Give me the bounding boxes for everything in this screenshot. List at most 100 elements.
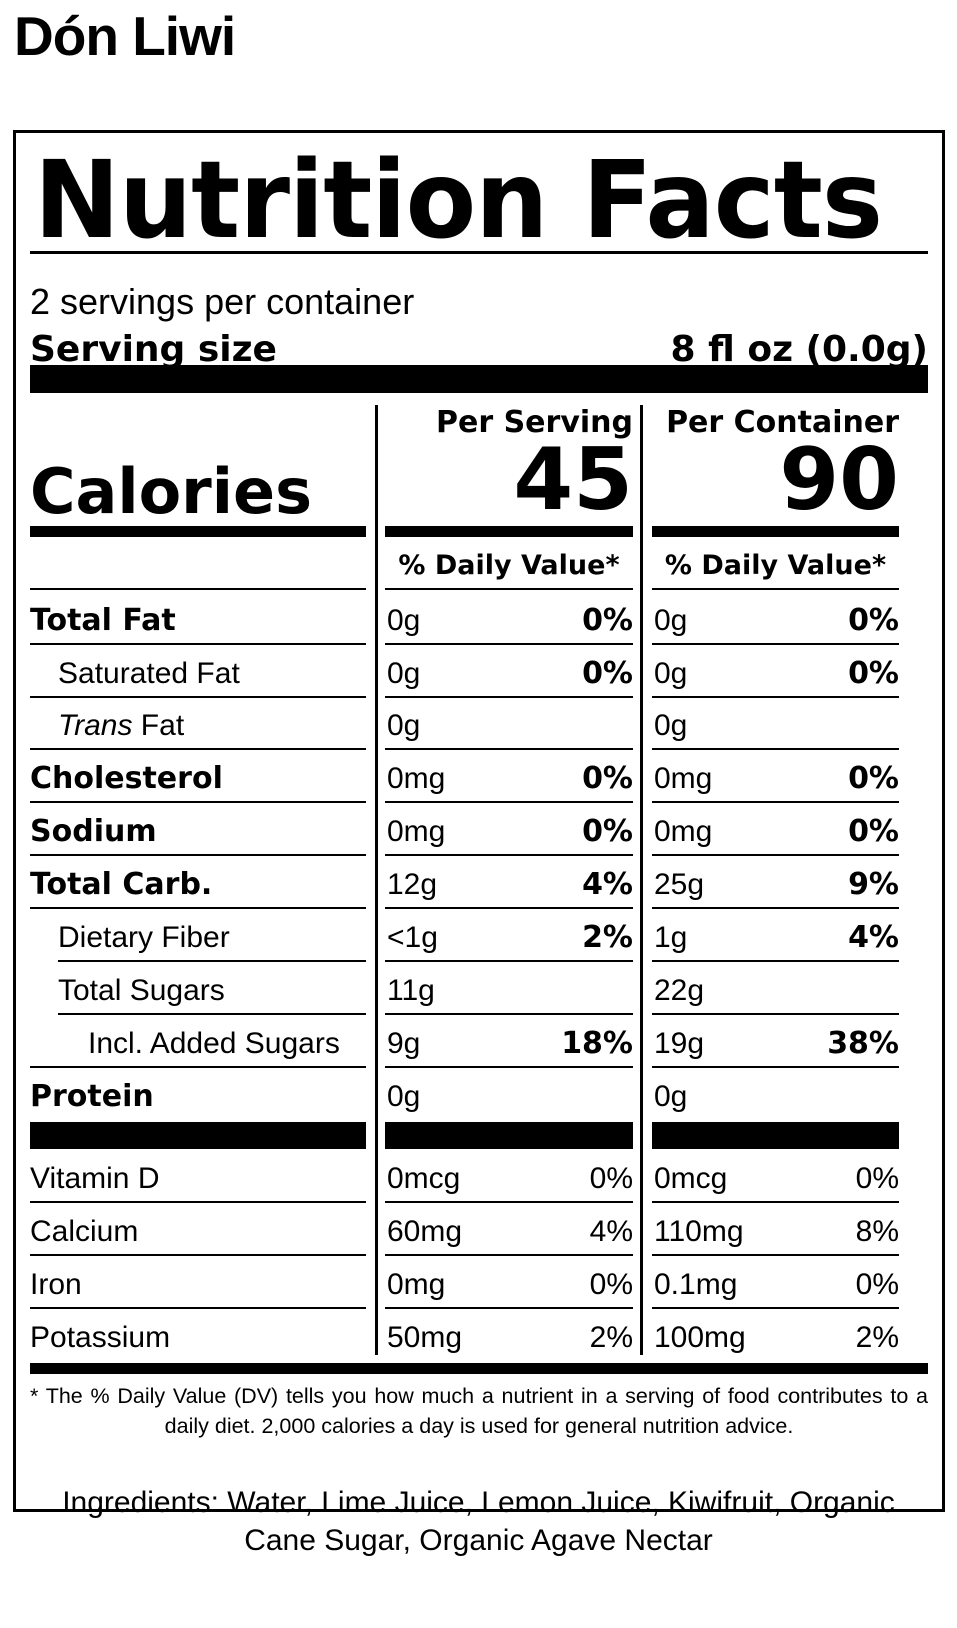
row-rule <box>652 1013 899 1015</box>
container-daily-value: 2% <box>855 1321 899 1354</box>
container-amount: 0.1mg <box>654 1268 738 1301</box>
nutrient-label-italic: Trans <box>58 709 133 742</box>
nutrient-label-text: Total Carb. <box>30 867 213 902</box>
nutrient-label: Incl. Added Sugars <box>88 1029 340 1059</box>
serving-amount: 0mg <box>387 1268 446 1301</box>
row-rule <box>30 1254 366 1256</box>
row-rule <box>385 854 633 856</box>
row-rule <box>652 907 899 909</box>
container-amount: 110mg <box>654 1215 744 1248</box>
serving-amount: 9g <box>387 1027 421 1060</box>
row-rule <box>652 1254 899 1256</box>
row-rule <box>385 801 633 803</box>
row-rule <box>652 960 899 962</box>
container-daily-value: 4% <box>848 920 899 955</box>
nutrient-label: Protein <box>30 1082 154 1112</box>
container-amount: 0mg <box>654 815 713 848</box>
nutrient-label-text: Potassium <box>30 1321 171 1354</box>
container-daily-value: 38% <box>827 1026 899 1061</box>
brand-name: Dón Liwi <box>14 5 236 67</box>
container-daily-value: 0% <box>848 814 899 849</box>
container-daily-value: 0% <box>848 603 899 638</box>
nutrient-label-text: Fat <box>132 709 185 742</box>
vitamin-thick-rule-label <box>30 1122 366 1149</box>
nutrition-facts-title: Nutrition Facts <box>34 139 883 263</box>
calories-rule-label <box>30 526 366 537</box>
nutrient-label-text: Vitamin D <box>30 1162 160 1195</box>
nutrient-label-text: Total Sugars <box>58 974 225 1007</box>
row-rule <box>30 1201 366 1203</box>
serving-amount: 0g <box>387 709 421 742</box>
row-rule <box>385 907 633 909</box>
serving-daily-value: 4% <box>589 1215 633 1248</box>
nutrient-label: Cholesterol <box>30 764 223 794</box>
row-rule <box>30 643 366 645</box>
per-container-heading: Per Container <box>666 405 899 440</box>
ingredients-list: Ingredients: Water, Lime Juice, Lemon Ju… <box>62 1486 895 1557</box>
row-rule <box>652 643 899 645</box>
row-rule <box>652 1066 899 1068</box>
daily-value-footnote: * The % Daily Value (DV) tells you how m… <box>30 1384 928 1438</box>
container-amount: 0mg <box>654 762 713 795</box>
row-rule <box>385 960 633 962</box>
nutrient-label: Iron <box>30 1270 82 1300</box>
row-rule <box>652 1307 899 1309</box>
nutrient-label-text: Protein <box>30 1079 154 1114</box>
column-divider-right <box>640 405 643 1355</box>
nutrient-label-text: Iron <box>30 1268 82 1301</box>
container-amount: 19g <box>654 1027 705 1060</box>
serving-daily-value: 0% <box>589 1162 633 1195</box>
row-rule <box>30 588 366 590</box>
daily-value-heading-serving: % Daily Value* <box>398 550 620 581</box>
row-rule <box>385 1066 633 1068</box>
serving-amount: 0g <box>387 1080 421 1113</box>
row-rule <box>30 748 366 750</box>
nutrient-label-text: Incl. Added Sugars <box>88 1027 340 1060</box>
serving-size-label: Serving size <box>30 329 277 370</box>
column-divider-left <box>375 405 378 1355</box>
nutrient-label: Calcium <box>30 1217 138 1247</box>
calories-per-serving: 45 <box>513 430 633 530</box>
title-rule <box>30 251 928 254</box>
serving-amount: 0g <box>387 604 421 637</box>
row-rule <box>385 1013 633 1015</box>
nutrition-facts-label: Nutrition Facts 2 servings per container… <box>13 130 945 1512</box>
row-rule <box>30 1066 366 1068</box>
serving-size-value: 8 fl oz (0.0g) <box>670 329 928 370</box>
serving-amount: 0mcg <box>387 1162 461 1195</box>
nutrient-label: Dietary Fiber <box>58 923 230 953</box>
serving-daily-value: 2% <box>582 920 633 955</box>
serving-daily-value: 0% <box>582 761 633 796</box>
serving-daily-value: 4% <box>582 867 633 902</box>
daily-value-heading-container: % Daily Value* <box>664 550 887 581</box>
nutrient-label: Total Carb. <box>30 870 212 900</box>
row-rule <box>58 1013 366 1015</box>
row-rule <box>652 748 899 750</box>
calories-rule-serving <box>385 526 633 537</box>
row-rule <box>30 907 366 909</box>
serving-amount: 60mg <box>387 1215 463 1248</box>
container-amount: 0mcg <box>654 1162 728 1195</box>
nutrient-label-text: Saturated Fat <box>58 657 240 690</box>
nutrient-label: Total Fat <box>30 606 176 636</box>
container-amount: 0g <box>654 1080 688 1113</box>
container-daily-value: 0% <box>855 1162 899 1195</box>
nutrient-label: Sodium <box>30 817 157 847</box>
container-amount: 0g <box>654 709 688 742</box>
serving-size-thick-rule <box>30 365 928 393</box>
nutrient-label: Vitamin D <box>30 1164 160 1194</box>
row-rule <box>30 854 366 856</box>
calories-per-container: 90 <box>779 430 899 530</box>
container-amount: 1g <box>654 921 688 954</box>
label-inner: Nutrition Facts 2 servings per container… <box>30 133 928 1509</box>
nutrient-label: Saturated Fat <box>58 659 240 689</box>
serving-amount: 0g <box>387 657 421 690</box>
row-rule <box>652 588 899 590</box>
container-amount: 0g <box>654 657 688 690</box>
container-daily-value: 8% <box>855 1215 899 1248</box>
row-rule <box>385 643 633 645</box>
serving-daily-value: 0% <box>582 603 633 638</box>
nutrient-label-text: Cholesterol <box>30 761 223 796</box>
serving-amount: 50mg <box>387 1321 463 1354</box>
container-amount: 25g <box>654 868 705 901</box>
